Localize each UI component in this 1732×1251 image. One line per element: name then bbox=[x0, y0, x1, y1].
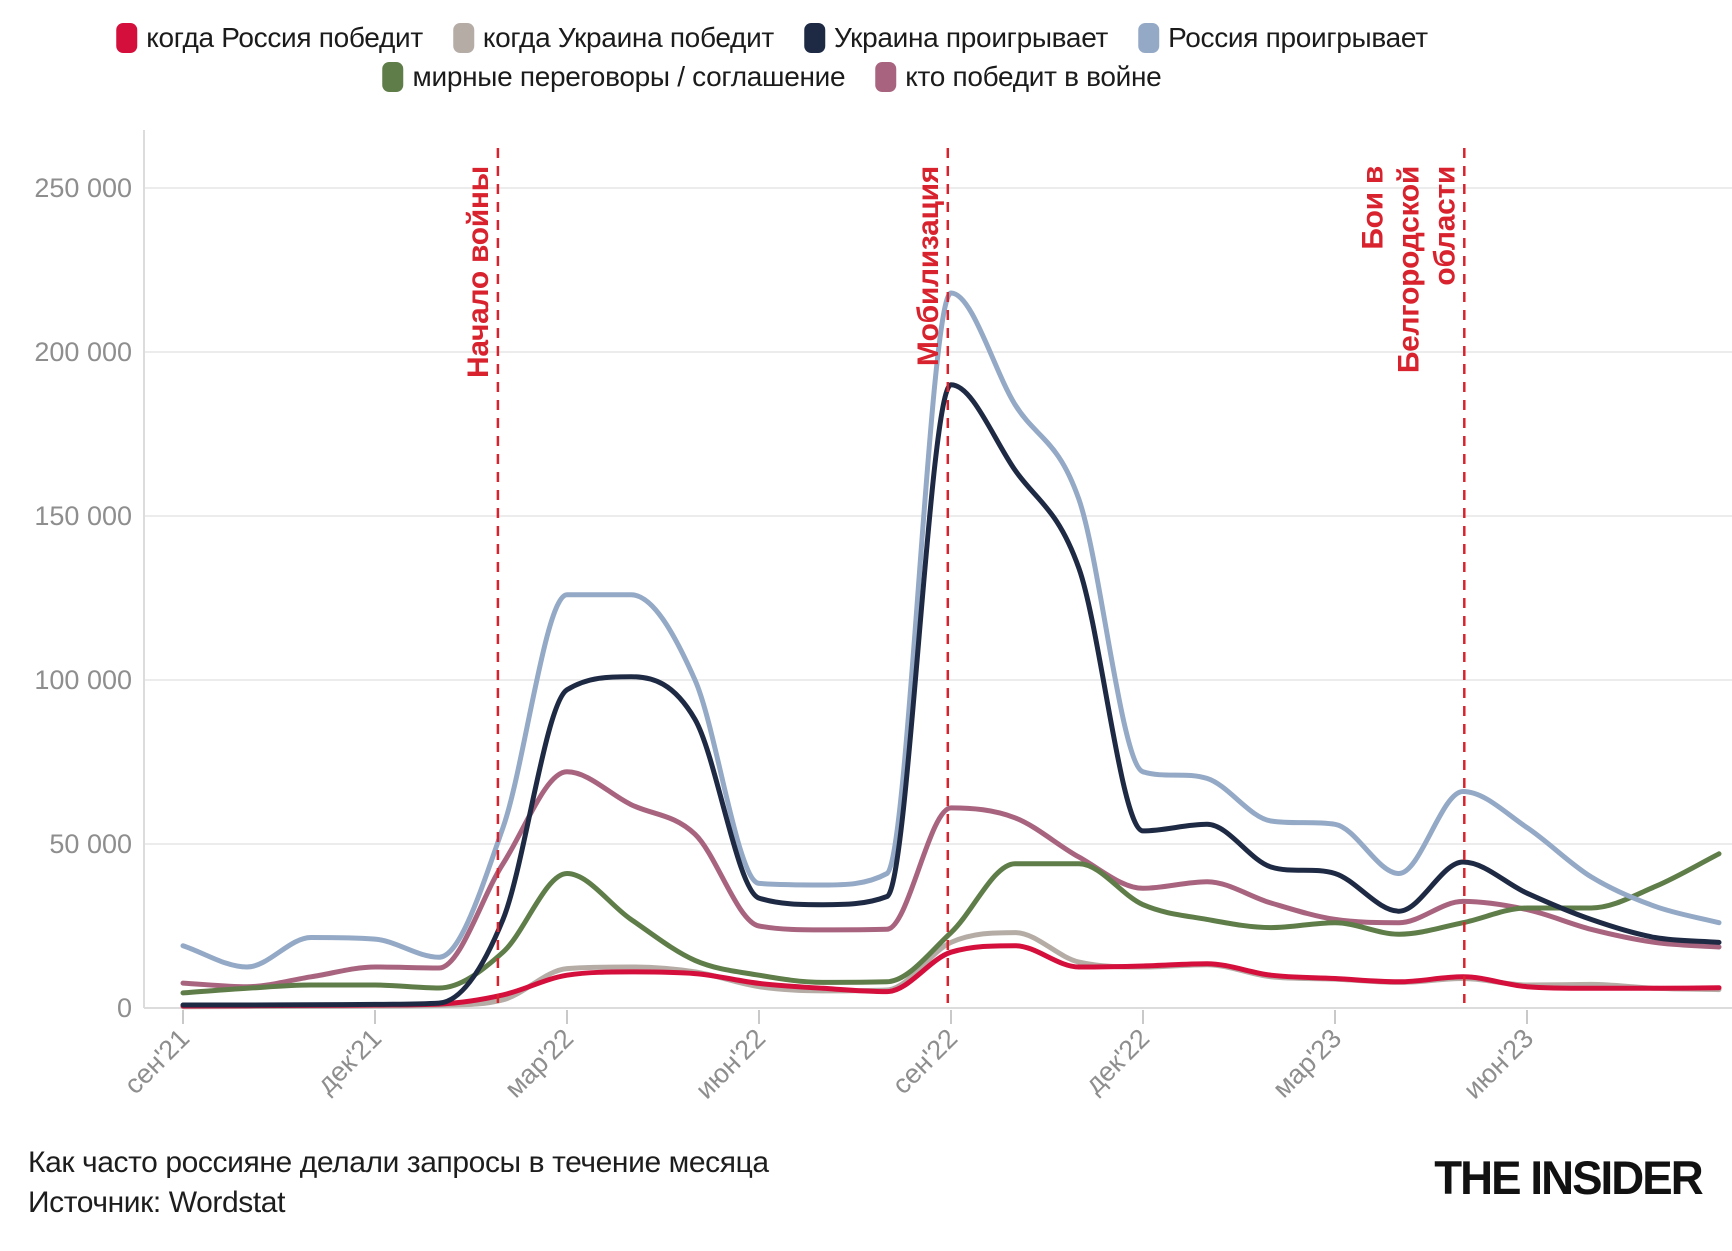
y-tick-label: 0 bbox=[117, 993, 132, 1023]
series-line bbox=[180, 290, 1722, 970]
legend-item: Россия проигрывает bbox=[1138, 22, 1428, 54]
chart-legend: когда Россия победит когда Украина победи… bbox=[116, 22, 1428, 93]
series-line bbox=[180, 769, 1722, 990]
x-tick-label: июн'23 bbox=[1458, 1023, 1540, 1105]
y-tick-label: 50 000 bbox=[49, 829, 132, 859]
legend-swatch bbox=[116, 23, 138, 53]
x-tick-label: сен'21 bbox=[118, 1023, 195, 1100]
legend-label: когда Украина победит bbox=[482, 22, 774, 53]
series-line bbox=[180, 382, 1722, 1008]
legend-row: мирные переговоры / соглашение кто победи… bbox=[382, 61, 1162, 93]
x-tick-label: дек'21 bbox=[311, 1023, 387, 1099]
legend-item: Украина проигрывает bbox=[803, 22, 1109, 54]
legend-swatch bbox=[382, 62, 404, 92]
x-tick-label: дек'22 bbox=[1079, 1023, 1155, 1099]
legend-item: когда Украина победит bbox=[452, 22, 774, 54]
x-tick-label: сен'22 bbox=[886, 1023, 963, 1100]
x-tick-label: мар'23 bbox=[1267, 1023, 1347, 1103]
event-label: Начало войны bbox=[462, 166, 495, 378]
line-chart: 0 50 000 100 000 150 000 200 000 250 000 сен'2… bbox=[34, 130, 1732, 1105]
legend-label: когда Россия победит bbox=[146, 22, 423, 53]
legend-label: мирные переговоры / соглашение bbox=[412, 61, 846, 92]
x-tick-label: мар'22 bbox=[499, 1023, 579, 1103]
legend-item: кто победит в войне bbox=[875, 61, 1162, 93]
caption-title: Как часто россияне делали запросы в тече… bbox=[28, 1146, 769, 1179]
legend-label: кто победит в войне bbox=[905, 61, 1162, 92]
legend-swatch bbox=[803, 23, 825, 53]
y-tick-label: 150 000 bbox=[34, 501, 132, 531]
legend-item: когда Россия победит bbox=[116, 22, 423, 54]
event-label: Мобилизация bbox=[912, 166, 945, 366]
legend-label: Украина проигрывает bbox=[833, 22, 1109, 53]
y-tick-label: 250 000 bbox=[34, 173, 132, 203]
legend-label: Россия проигрывает bbox=[1168, 22, 1428, 53]
legend-swatch bbox=[1138, 23, 1160, 53]
y-tick-label: 200 000 bbox=[34, 337, 132, 367]
legend-swatch bbox=[875, 62, 897, 92]
series-line bbox=[180, 851, 1722, 996]
chart-caption: Как часто россияне делали запросы в тече… bbox=[28, 1143, 769, 1223]
event-label: Бои в Белгородской области bbox=[1356, 166, 1461, 373]
series-line bbox=[180, 943, 1722, 1009]
the-insider-logo: THE INSIDER bbox=[1434, 1151, 1704, 1204]
legend-row: когда Россия победит когда Украина победи… bbox=[116, 22, 1428, 54]
x-tick-label: июн'22 bbox=[690, 1023, 772, 1105]
legend-item: мирные переговоры / соглашение bbox=[382, 61, 846, 93]
y-tick-label: 100 000 bbox=[34, 665, 132, 695]
caption-source: Источник: Wordstat bbox=[28, 1186, 286, 1219]
legend-swatch bbox=[452, 23, 474, 53]
